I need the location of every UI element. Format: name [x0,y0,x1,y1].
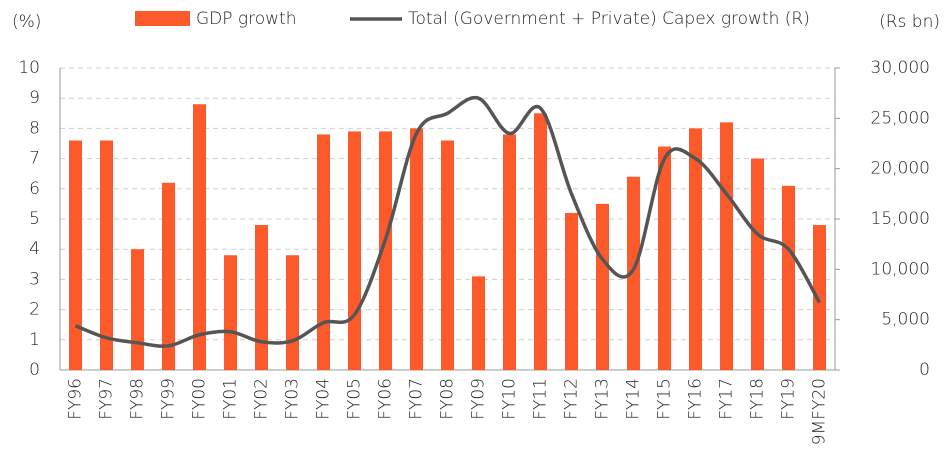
x-tick-label: FY10 [500,378,520,420]
bar [534,113,547,371]
bar [100,140,113,370]
y2-tick-label: 25,000 [871,108,930,128]
bar [286,255,299,370]
y2-tick-label: 5,000 [881,310,930,330]
y-tick-label: 10 [18,58,40,78]
y-tick-label: 6 [29,179,40,199]
bar [193,104,206,371]
x-tick-label: FY09 [469,378,489,420]
x-tick-label: FY11 [531,378,551,420]
bar [317,134,330,370]
y-tick-label: 3 [29,269,40,289]
legend-label: Total (Government + Private) Capex growt… [408,9,810,29]
x-tick-label: FY18 [748,378,768,420]
x-tick-label: FY16 [686,378,706,420]
y-tick-label: 2 [29,300,40,320]
x-tick-label: FY17 [717,378,737,420]
bar [131,249,144,370]
y2-tick-label: 10,000 [871,259,930,279]
x-tick-label: FY14 [624,378,644,420]
bar [472,276,485,370]
x-tick-label: 9MFY20 [810,378,830,445]
bar [658,146,671,370]
bar [782,185,795,370]
x-tick-label: FY08 [438,378,458,420]
y-tick-label: 0 [29,360,40,380]
y-tick-label: 7 [29,149,40,169]
y2-tick-label: 30,000 [871,58,930,78]
x-tick-label: FY06 [376,378,396,420]
y-tick-label: 1 [29,330,40,350]
x-tick-label: FY13 [593,378,613,420]
x-tick-label: FY02 [252,378,272,420]
y-tick-label: 9 [29,88,40,108]
line [74,95,822,348]
bar [720,122,733,370]
legend-label: GDP growth [196,9,296,29]
x-tick-label: FY04 [314,378,334,420]
bar [379,131,392,370]
x-tick-label: FY19 [779,378,799,420]
bar [813,225,826,370]
x-tick-label: FY03 [283,378,303,420]
y2-tick-label: 20,000 [871,159,930,179]
bar [627,176,640,370]
x-tick-label: FY97 [97,378,117,420]
y-axis-label: (%) [12,12,41,32]
bar [751,158,764,370]
y2-axis-label: (Rs bn) [879,12,940,32]
bar [348,131,361,370]
bar [503,134,516,370]
x-tick-label: FY96 [66,378,86,420]
bar [410,128,423,370]
y2-tick-label: 0 [919,360,930,380]
bar [441,140,454,370]
bar [689,128,702,370]
x-tick-label: FY12 [562,378,582,420]
bar [565,212,578,370]
bar [224,255,237,370]
legend-swatch [135,11,190,26]
x-tick-label: FY05 [345,378,365,420]
x-tick-label: FY07 [407,378,427,420]
bar [596,203,609,370]
x-tick-label: FY98 [128,378,148,420]
x-tick-label: FY01 [221,378,241,420]
bar [162,182,175,370]
y-tick-label: 5 [29,209,40,229]
y-tick-label: 4 [29,239,40,259]
y-tick-label: 8 [29,118,40,138]
x-tick-label: FY15 [655,378,675,420]
bar [69,140,82,370]
x-tick-label: FY99 [159,378,179,420]
bar [255,225,268,370]
x-tick-label: FY00 [190,378,210,420]
y2-tick-label: 15,000 [871,209,930,229]
